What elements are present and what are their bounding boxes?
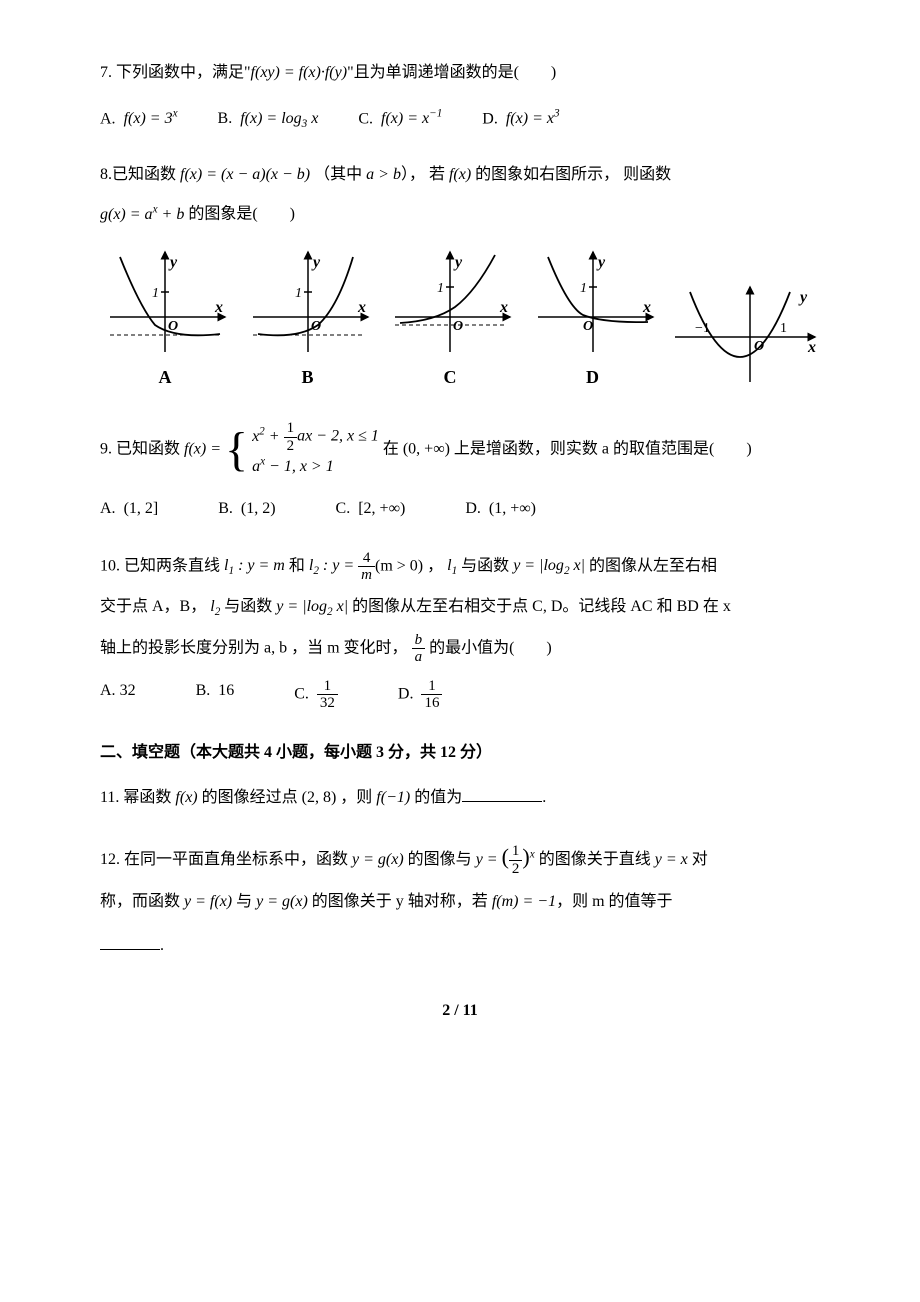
- question-10: 10. 已知两条直线 l1 : y = m 和 l2 : y = 4m(m > …: [100, 550, 820, 712]
- graph-reference: −1 1 y x O: [670, 282, 820, 392]
- q9-stem: 9. 已知函数 f(x) = { x2 + 12ax − 2, x ≤ 1 ax…: [100, 420, 820, 480]
- q10-choice-b: B. 16: [196, 678, 235, 712]
- svg-text:x: x: [214, 299, 223, 316]
- section-2-heading: 二、填空题（本大题共 4 小题，每小题 3 分，共 12 分）: [100, 740, 820, 766]
- question-9: 9. 已知函数 f(x) = { x2 + 12ax − 2, x ≤ 1 ax…: [100, 420, 820, 522]
- q10-line1: 10. 已知两条直线 l1 : y = m 和 l2 : y = 4m(m > …: [100, 550, 820, 584]
- svg-text:1: 1: [295, 286, 302, 301]
- graph-b: 1 y x O B: [243, 247, 373, 392]
- svg-text:O: O: [311, 319, 321, 334]
- blank-12: [100, 933, 160, 950]
- q8-graphs: 1 y x O A 1 y x O B: [100, 247, 820, 392]
- graph-d: 1 y x O D: [528, 247, 658, 392]
- svg-text:1: 1: [780, 321, 787, 336]
- graph-c-label: C: [385, 363, 515, 392]
- svg-text:x: x: [807, 339, 816, 356]
- graph-b-label: B: [243, 363, 373, 392]
- svg-text:1: 1: [437, 281, 444, 296]
- svg-text:x: x: [499, 299, 508, 316]
- q7-choice-c: C. f(x) = x−1: [358, 106, 442, 134]
- graph-c: 1 y x O C: [385, 247, 515, 392]
- svg-text:x: x: [357, 299, 366, 316]
- q7-stem: 7. 下列函数中，满足"f(xy) = f(x)·f(y)"且为单调递增函数的是…: [100, 60, 820, 86]
- svg-text:1: 1: [152, 286, 159, 301]
- question-11: 11. 幂函数 f(x) 的图像经过点 (2, 8) ，则 f(−1) 的值为.: [100, 785, 820, 811]
- svg-text:−1: −1: [695, 321, 710, 336]
- q7-choices: A. f(x) = 3x B. f(x) = log3 x C. f(x) = …: [100, 106, 820, 134]
- svg-text:y: y: [311, 254, 321, 271]
- question-8: 8.已知函数 f(x) = (x − a)(x − b) （其中 a > b），…: [100, 162, 820, 392]
- blank-11: [462, 785, 542, 802]
- svg-text:O: O: [168, 319, 178, 334]
- svg-text:O: O: [453, 319, 463, 334]
- graph-d-label: D: [528, 363, 658, 392]
- q9-choice-b: B. (1, 2): [218, 496, 275, 522]
- q12-line3: .: [100, 933, 820, 959]
- svg-text:y: y: [596, 254, 606, 271]
- svg-text:y: y: [798, 289, 808, 306]
- svg-text:O: O: [583, 319, 593, 334]
- graph-a-label: A: [100, 363, 230, 392]
- q12-line2: 称，而函数 y = f(x) 与 y = g(x) 的图像关于 y 轴对称，若 …: [100, 889, 820, 915]
- q7-choice-b: B. f(x) = log3 x: [218, 106, 319, 134]
- q10-line2: 交于点 A，B， l2 与函数 y = |log2 x| 的图像从左至右相交于点…: [100, 594, 820, 622]
- q9-choice-a: A. (1, 2]: [100, 496, 158, 522]
- q10-choice-d: D. 116: [398, 678, 443, 712]
- svg-text:x: x: [642, 299, 651, 316]
- q9-choice-c: C. [2, +∞): [336, 496, 406, 522]
- q7-choice-d: D. f(x) = x3: [482, 106, 559, 134]
- graph-a: 1 y x O A: [100, 247, 230, 392]
- svg-text:y: y: [168, 254, 178, 271]
- q10-choice-c: C. 132: [294, 678, 338, 712]
- q9-choices: A. (1, 2] B. (1, 2) C. [2, +∞) D. (1, +∞…: [100, 496, 820, 522]
- page-number: 2 / 11: [100, 998, 820, 1024]
- q9-choice-d: D. (1, +∞): [465, 496, 536, 522]
- q10-choices: A. 32 B. 16 C. 132 D. 116: [100, 678, 820, 712]
- q12-line1: 12. 在同一平面直角坐标系中，函数 y = g(x) 的图像与 y = (12…: [100, 839, 820, 877]
- q8-stem-line2: g(x) = ax + b 的图象是( ): [100, 201, 820, 227]
- q10-line3: 轴上的投影长度分别为 a, b ，当 m 变化时， ba 的最小值为( ): [100, 632, 820, 666]
- q8-stem-line1: 8.已知函数 f(x) = (x − a)(x − b) （其中 a > b），…: [100, 162, 820, 188]
- question-7: 7. 下列函数中，满足"f(xy) = f(x)·f(y)"且为单调递增函数的是…: [100, 60, 820, 134]
- svg-text:O: O: [754, 339, 764, 354]
- q10-choice-a: A. 32: [100, 678, 136, 712]
- question-12: 12. 在同一平面直角坐标系中，函数 y = g(x) 的图像与 y = (12…: [100, 839, 820, 959]
- svg-text:y: y: [453, 254, 463, 271]
- q7-choice-a: A. f(x) = 3x: [100, 106, 178, 134]
- svg-text:1: 1: [580, 281, 587, 296]
